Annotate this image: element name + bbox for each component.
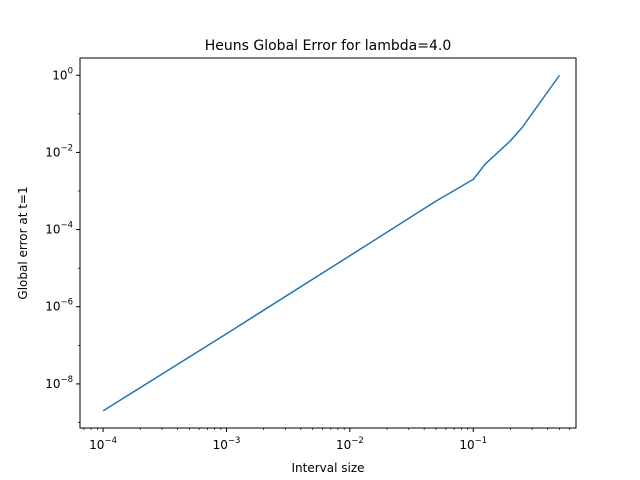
- y-tick-label: 100: [52, 66, 73, 82]
- y-tick-label: 10−8: [45, 375, 73, 391]
- x-tick-label: 10−2: [336, 436, 364, 452]
- series-line-0: [102, 74, 561, 412]
- y-tick-label: 10−6: [45, 298, 73, 314]
- plot-area: [79, 57, 577, 429]
- y-tick-label: 10−2: [45, 143, 73, 159]
- chart-title: Heuns Global Error for lambda=4.0: [205, 38, 451, 54]
- y-tick-label: 10−4: [45, 221, 73, 237]
- y-axis-label: Global error at t=1: [16, 186, 30, 299]
- x-tick-label: 10−1: [459, 436, 487, 452]
- x-axis-label: Interval size: [291, 461, 364, 475]
- x-tick-label: 10−4: [89, 436, 117, 452]
- x-tick-label: 10−3: [213, 436, 241, 452]
